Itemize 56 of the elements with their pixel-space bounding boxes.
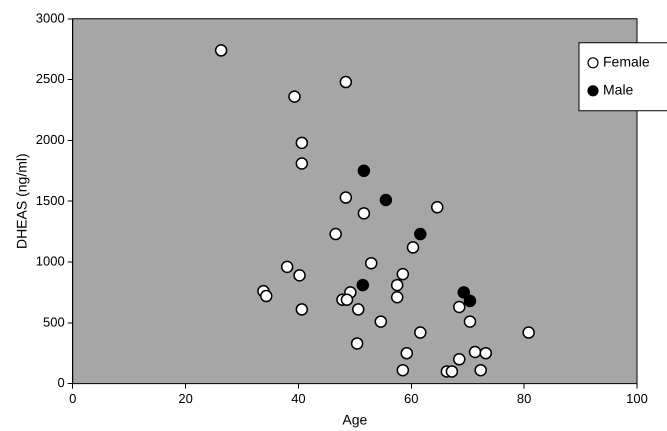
point xyxy=(358,164,370,178)
point xyxy=(340,191,352,204)
y-tick-label: 1000 xyxy=(36,254,65,269)
point xyxy=(474,364,487,376)
point xyxy=(340,76,352,88)
point xyxy=(293,269,306,282)
point xyxy=(329,228,342,240)
y-tick-label: 2500 xyxy=(36,71,65,86)
point xyxy=(260,290,273,302)
point xyxy=(430,201,444,214)
point xyxy=(214,44,228,57)
x-tick-label: 20 xyxy=(178,390,193,406)
x-tick-label: 40 xyxy=(291,390,306,406)
legend-label: Male xyxy=(603,82,634,98)
x-tick-label: 100 xyxy=(626,390,648,406)
point xyxy=(390,291,404,304)
point xyxy=(480,346,492,360)
point xyxy=(340,293,354,306)
point xyxy=(296,136,308,150)
y-tick-label: 2000 xyxy=(36,132,65,147)
x-axis-title: Age xyxy=(342,411,368,428)
point xyxy=(406,241,420,254)
y-axis-title: DHEAS (ng/ml) xyxy=(13,153,30,250)
point xyxy=(464,294,476,308)
point xyxy=(390,278,404,292)
y-tick-label: 1500 xyxy=(36,192,65,208)
point xyxy=(414,326,427,339)
point xyxy=(396,268,410,280)
point xyxy=(380,194,392,206)
point xyxy=(288,90,301,103)
point xyxy=(464,315,476,328)
point xyxy=(522,326,535,339)
point xyxy=(374,315,388,328)
point xyxy=(446,365,458,378)
x-tick-label: 0 xyxy=(69,390,76,406)
x-tick-label: 80 xyxy=(516,390,532,406)
point xyxy=(296,303,308,316)
point xyxy=(364,256,378,270)
point xyxy=(280,260,294,274)
y-tick-label: 3000 xyxy=(36,10,65,26)
point xyxy=(356,278,370,292)
point xyxy=(296,157,308,170)
point xyxy=(396,364,410,376)
point xyxy=(350,337,364,350)
point xyxy=(453,353,466,366)
y-tick-label: 0 xyxy=(57,375,65,390)
x-tick-label: 60 xyxy=(404,390,419,406)
legend-label: Female xyxy=(603,54,650,70)
point xyxy=(352,303,364,316)
point xyxy=(453,300,466,314)
point xyxy=(414,228,427,240)
y-tick-label: 500 xyxy=(43,314,65,330)
point xyxy=(400,346,414,360)
point xyxy=(468,346,482,358)
point xyxy=(358,207,370,220)
point xyxy=(458,286,470,299)
